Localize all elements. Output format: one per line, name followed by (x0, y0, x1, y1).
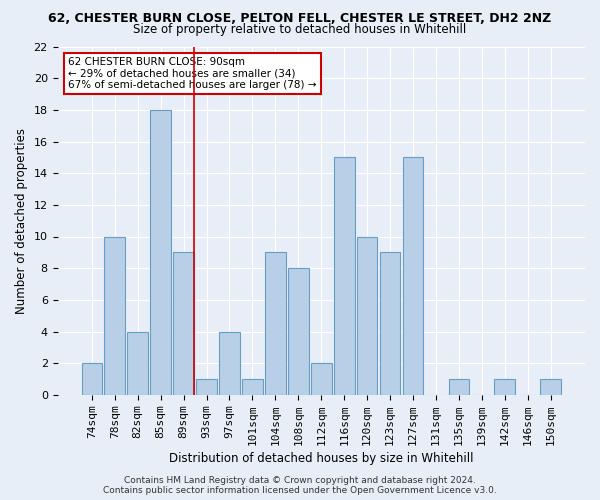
Bar (196, 379, 217, 395)
Bar (265, 252, 286, 395)
Text: Contains HM Land Registry data © Crown copyright and database right 2024.
Contai: Contains HM Land Registry data © Crown c… (103, 476, 497, 495)
Text: 62, CHESTER BURN CLOSE, PELTON FELL, CHESTER LE STREET, DH2 2NZ: 62, CHESTER BURN CLOSE, PELTON FELL, CHE… (49, 12, 551, 26)
Bar (334, 158, 355, 395)
Bar (541, 379, 561, 395)
Bar (311, 363, 332, 395)
X-axis label: Distribution of detached houses by size in Whitehill: Distribution of detached houses by size … (169, 452, 473, 465)
Text: 62 CHESTER BURN CLOSE: 90sqm
← 29% of detached houses are smaller (34)
67% of se: 62 CHESTER BURN CLOSE: 90sqm ← 29% of de… (68, 57, 317, 90)
Text: Size of property relative to detached houses in Whitehill: Size of property relative to detached ho… (133, 22, 467, 36)
Bar (380, 252, 400, 395)
Bar (494, 379, 515, 395)
Bar (288, 268, 308, 395)
Bar (219, 332, 240, 395)
Y-axis label: Number of detached properties: Number of detached properties (15, 128, 28, 314)
Bar (82, 363, 102, 395)
Bar (242, 379, 263, 395)
Bar (173, 252, 194, 395)
Bar (403, 158, 424, 395)
Bar (151, 110, 171, 395)
Bar (127, 332, 148, 395)
Bar (104, 236, 125, 395)
Bar (357, 236, 377, 395)
Bar (449, 379, 469, 395)
